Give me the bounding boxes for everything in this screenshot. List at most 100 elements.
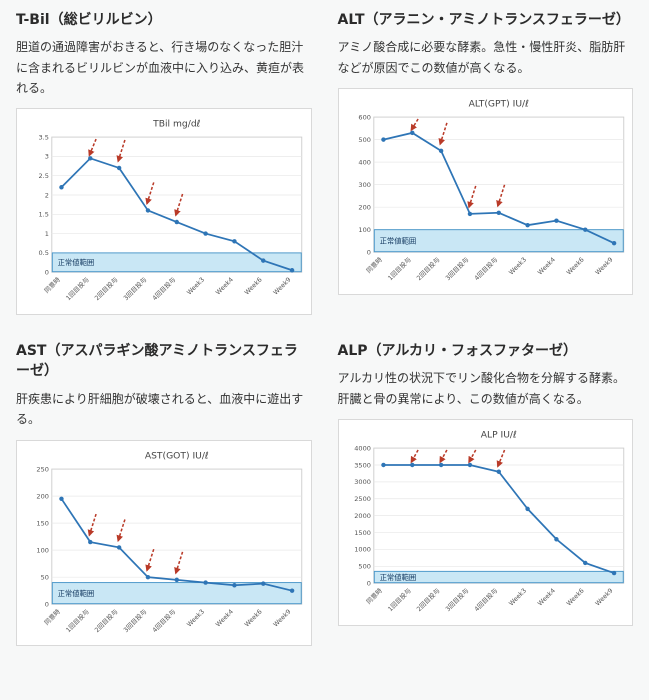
x-tick-label: Week4 [215,608,235,628]
y-tick-label: 50 [41,573,49,581]
data-point [203,231,208,237]
x-tick-label: Week6 [565,256,585,276]
x-tick-label: 2回目投与 [414,586,441,613]
data-point [380,463,386,468]
x-tick-label: 1回目投与 [64,275,91,302]
y-tick-label: 100 [36,546,49,554]
x-tick-label: 3回目投与 [121,275,148,302]
y-tick-label: 3500 [354,462,371,470]
y-tick-label: 500 [358,563,371,571]
data-point [611,241,616,246]
data-point [116,166,122,171]
data-point [116,544,122,550]
data-point [553,537,559,542]
chart-title: AST(GOT) IU/ℓ [145,450,209,461]
x-tick-label: Week6 [244,608,264,628]
panel-description: アルカリ性の状況下でリン酸化合物を分解する酵素。肝臓と骨の異常により、この数値が… [337,371,626,406]
chart-figure: ALT(GPT) IU/ℓ 0 100 200 300 400 500 600 正常値範囲 同意時… [337,88,633,295]
x-tick-label: Week4 [536,588,556,608]
lab-panel: AST（アスパラギン酸アミノトランスフェラーゼ） 肝疾患により肝細胞が破壊される… [16,341,312,647]
data-point [467,211,472,217]
chart-title: TBil mg/dℓ [152,119,201,130]
x-tick-label: 2回目投与 [414,255,441,282]
x-tick-label: 1回目投与 [64,607,91,634]
y-tick-label: 0 [45,600,49,608]
normal-range-label: 正常値範囲 [58,259,95,268]
panel-heading: T-Bil（総ビリルビン） [16,12,162,28]
data-point [261,258,266,264]
y-tick-label: 0.5 [38,250,48,258]
injection-arrow-icon [116,140,126,164]
injection-arrow-icon [88,139,97,158]
injection-arrow-icon [174,194,184,218]
y-tick-label: 4000 [354,445,371,453]
data-point [232,239,237,244]
panel-heading: ALP（アルカリ・フォスファターゼ） [337,343,577,360]
data-point [524,506,530,512]
x-tick-label: 同意時 [364,255,384,275]
data-point [289,588,295,593]
x-tick-label: 4回目投与 [472,586,499,613]
y-tick-label: 2500 [354,495,371,503]
injection-arrow-icon [438,449,448,464]
normal-range-band [51,581,302,604]
data-point [582,560,587,566]
data-point [496,210,501,216]
panel-description: 肝疾患により肝細胞が破壊されると、血液中に遊出する。 [16,391,304,427]
x-tick-label: Week9 [594,256,614,276]
data-point [611,571,616,576]
data-point [232,582,237,588]
normal-range-band [373,571,624,584]
panel-description: アミノ酸合成に必要な酵素。急性・慢性肝炎、脂肪肝などが原因でこの数値が高くなる。 [337,40,626,75]
data-point [145,574,151,579]
x-tick-label: 4回目投与 [150,275,177,302]
x-tick-label: 1回目投与 [385,586,412,613]
data-point [496,469,501,475]
y-tick-label: 3000 [354,478,371,486]
y-tick-label: 1500 [354,529,371,537]
data-point [174,220,179,225]
y-tick-label: 200 [36,492,49,500]
chart-figure: AST(GOT) IU/ℓ 0 50 100 150 200 250 正常値範囲 同意時 1回目投… [16,439,312,647]
normal-range-label: 正常値範囲 [379,237,416,246]
x-tick-label: Week4 [215,277,235,297]
x-tick-label: 3回目投与 [443,255,470,282]
x-tick-label: 同意時 [42,275,62,295]
data-point [409,130,415,136]
injection-arrow-icon [174,551,184,575]
x-tick-label: 2回目投与 [92,275,119,302]
chart-figure: TBil mg/dℓ 0 0.5 1 1.5 2 2.5 3 3.5 正常値範囲 同意時 1回目投与 2… [16,108,312,316]
lab-panel: ALP（アルカリ・フォスファターゼ） アルカリ性の状況下でリン酸化合物を分解する… [337,341,633,646]
y-tick-label: 100 [358,226,371,234]
injection-arrow-icon [467,449,476,464]
panel-description: 胆道の通過障害がおきると、行き場のなくなった胆汁に含まれるビリルビンが血液中に入… [16,40,305,96]
x-tick-label: 4回目投与 [472,255,499,282]
lab-panel: ALT（アラニン・アミノトランスフェラーゼ） アミノ酸合成に必要な酵素。急性・慢… [337,10,633,315]
x-tick-label: Week9 [272,277,292,297]
injection-arrow-icon [410,118,419,132]
data-point [59,185,64,190]
normal-range-label: 正常値範囲 [58,589,95,598]
x-tick-label: Week4 [536,256,556,276]
data-point [88,539,93,544]
y-tick-label: 0 [366,249,370,257]
normal-range-band [51,252,302,273]
panel-heading: AST（アスパラギン酸アミノトランスフェラーゼ） [16,343,298,380]
injection-arrow-icon [496,449,505,469]
x-tick-label: Week9 [594,588,614,608]
y-tick-label: 500 [358,136,371,144]
data-point [289,268,295,273]
data-point [145,208,151,214]
data-point [203,579,208,585]
y-tick-label: 200 [358,204,371,212]
y-tick-label: 250 [36,465,49,473]
chart-title: ALT(GPT) IU/ℓ [468,99,528,110]
y-tick-label: 3 [45,153,49,161]
injection-arrow-icon [145,182,155,206]
data-point [467,463,472,468]
y-tick-label: 1.5 [38,211,48,219]
normal-range-label: 正常値範囲 [379,573,416,582]
x-tick-label: Week6 [244,277,264,297]
x-tick-label: 4回目投与 [150,607,177,634]
injection-arrow-icon [438,122,448,146]
